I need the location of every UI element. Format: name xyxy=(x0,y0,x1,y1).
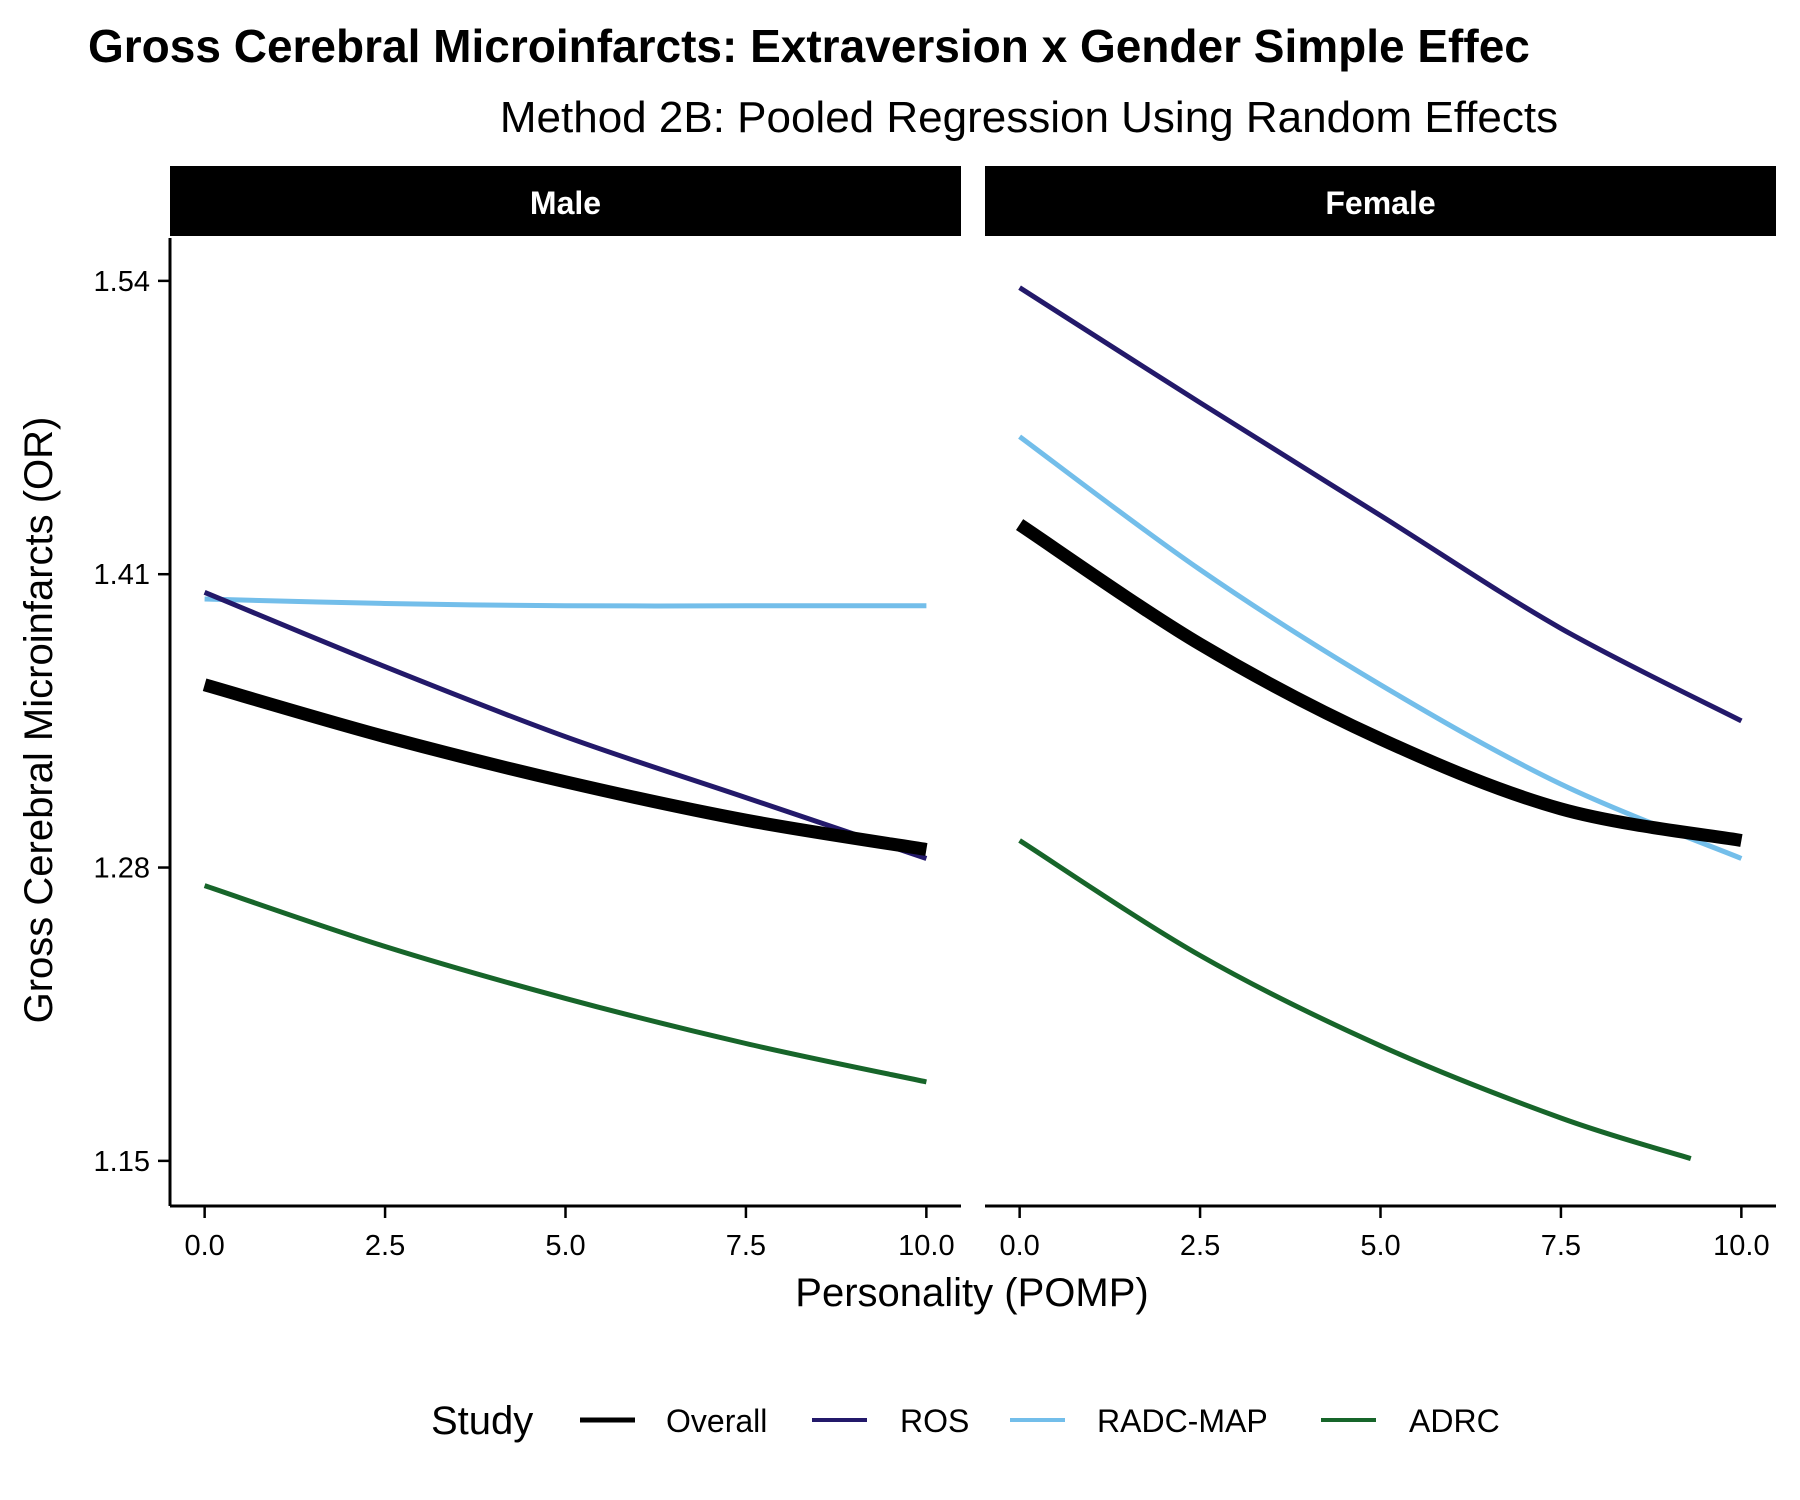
facet-label-female: Female xyxy=(1325,185,1435,221)
legend-label-radc-map: RADC-MAP xyxy=(1097,1403,1268,1439)
y-tick-label: 1.41 xyxy=(94,559,150,591)
facet-strip-male xyxy=(170,166,961,236)
y-tick-label: 1.28 xyxy=(94,853,150,885)
series-line-ros-female xyxy=(1018,285,1743,724)
series-line-ros-male xyxy=(203,589,928,861)
x-tick-label-female: 7.5 xyxy=(1541,1230,1581,1262)
x-tick-label-male: 7.5 xyxy=(726,1230,766,1262)
x-tick-label-female: 2.5 xyxy=(1180,1230,1220,1262)
y-axis-title: Gross Cerebral Microinfarcts (OR) xyxy=(17,417,61,1024)
x-tick-label-female: 5.0 xyxy=(1360,1230,1400,1262)
series-line-radc-map-male xyxy=(204,596,927,609)
plot-area: Male 0.0 2.5 5.0 7.5 10.0 1.15 1.28 1.41 1.54 Fema… xyxy=(94,166,1776,1262)
series-line-overall-female xyxy=(1016,519,1743,847)
x-axis-title: Personality (POMP) xyxy=(795,1271,1148,1315)
chart-subtitle: Method 2B: Pooled Regression Using Rando… xyxy=(500,93,1558,142)
x-tick-label-male: 2.5 xyxy=(365,1230,405,1262)
legend-label-overall: Overall xyxy=(666,1403,767,1439)
x-tick-label-female: 0.0 xyxy=(999,1230,1039,1262)
series-line-adrc-female xyxy=(1018,838,1692,1161)
legend-title: Study xyxy=(431,1399,533,1443)
series-line-overall-male xyxy=(202,678,928,856)
series-line-adrc-male xyxy=(203,883,927,1085)
series-line-radc-map-female xyxy=(1018,434,1743,861)
y-tick-label: 1.15 xyxy=(94,1146,150,1178)
facet-strip-female xyxy=(985,166,1776,236)
chart-title: Gross Cerebral Microinfarcts: Extraversi… xyxy=(88,20,1530,72)
y-tick-label: 1.54 xyxy=(94,266,150,298)
legend: Study Overall ROS RADC-MAP ADRC xyxy=(431,1399,1500,1443)
x-tick-label-male: 5.0 xyxy=(545,1230,585,1262)
x-tick-label-male: 0.0 xyxy=(184,1230,224,1262)
legend-label-ros: ROS xyxy=(900,1403,969,1439)
x-tick-label-male: 10.0 xyxy=(898,1230,954,1262)
legend-label-adrc: ADRC xyxy=(1409,1403,1500,1439)
facet-label-male: Male xyxy=(530,185,601,221)
x-tick-label-female: 10.0 xyxy=(1713,1230,1769,1262)
